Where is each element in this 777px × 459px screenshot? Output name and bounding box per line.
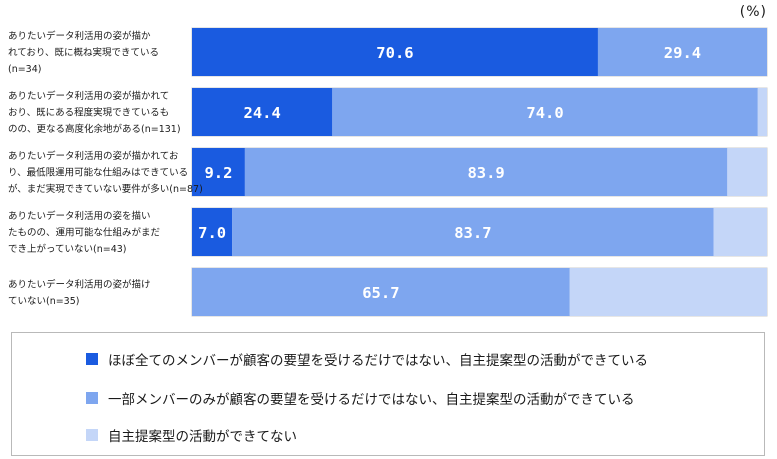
bar-some-members-row-2 <box>332 88 758 136</box>
category-label-row-3-line-1: ありたいデータ利活用の姿が描かれてお <box>8 150 179 162</box>
category-label-row-2-line-2: おり、既にある程度実現できているも <box>8 107 169 119</box>
legend: ほぼ全てのメンバーが顧客の要望を受けるだけではない、自主提案型の活動ができている… <box>11 332 765 456</box>
bar-all-members-row-3 <box>192 148 245 196</box>
unit-label: (%) <box>739 4 767 20</box>
category-label-row-1-line-1: ありたいデータ利活用の姿が描か <box>8 30 151 42</box>
legend-swatch-all-members <box>86 353 98 365</box>
category-label-row-4-line-1: ありたいデータ利活用の姿を描い <box>8 210 151 222</box>
data-label-all-members-row-4: 7.0 <box>198 224 226 242</box>
legend-item-not-done: 自主提案型の活動ができてない <box>86 425 297 445</box>
bar-all-members-row-4 <box>192 208 233 256</box>
category-label-row-5-line-2: ていない(n=35) <box>8 296 79 307</box>
legend-label-some-members: 一部メンバーのみが顧客の要望を受けるだけではない、自主提案型の活動ができている <box>108 392 635 408</box>
legend-label-not-done: 自主提案型の活動ができてない <box>108 429 297 445</box>
data-label-all-members-row-2: 24.4 <box>243 104 280 122</box>
data-label-some-members-row-3: 83.9 <box>467 164 504 182</box>
category-label-row-1-line-3: (n=34) <box>8 64 41 75</box>
data-label-all-members-row-3: 9.2 <box>204 164 232 182</box>
category-label-row-2-line-1: ありたいデータ利活用の姿が描かれて <box>8 90 169 102</box>
bar-some-members-row-4 <box>232 208 714 256</box>
bar-not-done-row-4 <box>713 208 767 256</box>
legend-swatch-some-members <box>86 392 98 404</box>
data-label-all-members-row-1: 70.6 <box>376 44 413 62</box>
category-label-row-4-line-3: でき上がっていない(n=43) <box>8 243 127 255</box>
bar-all-members-row-2 <box>192 88 333 136</box>
bar-some-members-row-1 <box>597 28 767 76</box>
bar-not-done-row-5 <box>569 268 767 316</box>
category-label-row-1-line-2: れており、既に概ね実現できている <box>8 47 159 59</box>
bar-not-done-row-3 <box>727 148 767 196</box>
bar-all-members-row-1 <box>192 28 598 76</box>
legend-label-all-members: ほぼ全てのメンバーが顧客の要望を受けるだけではない、自主提案型の活動ができている <box>108 353 648 369</box>
bar-some-members-row-3 <box>244 148 728 196</box>
category-label-row-4-line-2: たものの、運用可能な仕組みがまだ <box>8 227 161 239</box>
legend-swatch-not-done <box>86 429 98 441</box>
data-label-some-members-row-2: 74.0 <box>526 104 563 122</box>
category-label-row-3-line-2: り、最低限運用可能な仕組みはできている <box>8 167 188 179</box>
legend-item-some-members: 一部メンバーのみが顧客の要望を受けるだけではない、自主提案型の活動ができている <box>86 388 635 408</box>
category-label-row-2-line-3: のの、更なる高度化余地がある(n=131) <box>8 123 181 135</box>
bar-some-members-row-5 <box>192 268 570 316</box>
category-label-row-5-line-1: ありたいデータ利活用の姿が描け <box>8 278 151 290</box>
legend-item-all-members: ほぼ全てのメンバーが顧客の要望を受けるだけではない、自主提案型の活動ができている <box>86 349 648 369</box>
data-label-some-members-row-4: 83.7 <box>454 224 491 242</box>
category-label-row-3-line-3: が、まだ実現できていない要件が多い(n=87) <box>8 183 203 195</box>
data-label-some-members-row-5: 65.7 <box>362 284 399 302</box>
bar-not-done-row-2 <box>757 88 767 136</box>
data-label-some-members-row-1: 29.4 <box>664 44 701 62</box>
